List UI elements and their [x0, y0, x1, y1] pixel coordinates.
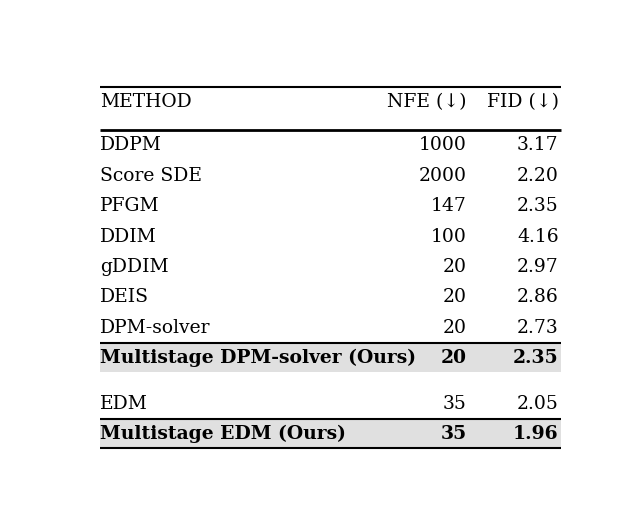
Text: 2.35: 2.35 — [517, 197, 559, 215]
Text: DPM-solver: DPM-solver — [100, 319, 211, 337]
Text: 147: 147 — [431, 197, 467, 215]
Text: Score SDE: Score SDE — [100, 167, 202, 185]
Text: 2.73: 2.73 — [517, 319, 559, 337]
Text: 20: 20 — [443, 319, 467, 337]
Text: Multistage EDM (Ours): Multistage EDM (Ours) — [100, 425, 346, 443]
Text: 2.35: 2.35 — [513, 349, 559, 367]
Text: 1.96: 1.96 — [513, 425, 559, 443]
Text: 2000: 2000 — [419, 167, 467, 185]
Bar — [100, 420, 561, 448]
Text: DDPM: DDPM — [100, 136, 162, 155]
Text: 100: 100 — [431, 228, 467, 246]
Text: 20: 20 — [443, 258, 467, 276]
Text: 20: 20 — [443, 288, 467, 306]
Text: gDDIM: gDDIM — [100, 258, 168, 276]
Text: PFGM: PFGM — [100, 197, 159, 215]
Text: DDIM: DDIM — [100, 228, 157, 246]
Text: 35: 35 — [441, 425, 467, 443]
Text: 2.05: 2.05 — [516, 395, 559, 413]
Text: DEIS: DEIS — [100, 288, 149, 306]
Text: EDM: EDM — [100, 395, 148, 413]
Text: 3.17: 3.17 — [517, 136, 559, 155]
Text: Multistage DPM-solver (Ours): Multistage DPM-solver (Ours) — [100, 349, 416, 367]
Text: 1000: 1000 — [419, 136, 467, 155]
Text: 4.16: 4.16 — [517, 228, 559, 246]
Bar — [100, 343, 561, 371]
Text: METHOD: METHOD — [100, 94, 191, 112]
Text: FID (↓): FID (↓) — [486, 94, 559, 112]
Text: 2.97: 2.97 — [517, 258, 559, 276]
Text: 20: 20 — [441, 349, 467, 367]
Text: NFE (↓): NFE (↓) — [387, 94, 467, 112]
Text: 2.86: 2.86 — [517, 288, 559, 306]
Text: 2.20: 2.20 — [516, 167, 559, 185]
Text: 35: 35 — [443, 395, 467, 413]
